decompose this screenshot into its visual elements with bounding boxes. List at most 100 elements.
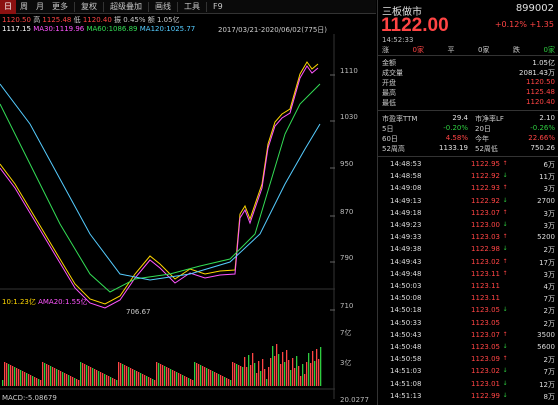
volume-bar	[42, 362, 44, 386]
volume-bar	[232, 362, 234, 386]
volume-bar	[26, 373, 28, 386]
volume-bar	[124, 365, 126, 386]
volume-bar	[80, 362, 82, 386]
toolbar-item-6[interactable]: 画线	[155, 1, 171, 11]
trade-row[interactable]: 14:49:33 1123.03 ↑ 5200	[390, 233, 555, 244]
kline-chart[interactable]: 706.67	[0, 34, 335, 399]
trade-row[interactable]: 14:49:48 1123.11 ↑ 3万	[390, 270, 555, 281]
volume-bar	[196, 363, 198, 386]
trade-size: 2万	[543, 307, 555, 316]
trade-row[interactable]: 14:49:43 1123.02 ↑ 17万	[390, 258, 555, 269]
volume-bar	[156, 362, 158, 386]
stat-label: 最低	[382, 99, 396, 107]
volume-bar	[272, 346, 274, 386]
volume-bar	[132, 369, 134, 386]
volume-bar	[204, 367, 206, 386]
trade-time: 14:49:48	[390, 269, 422, 278]
high-label: 高	[33, 16, 41, 24]
trade-row[interactable]: 14:49:13 1122.92 ↓ 2700	[390, 197, 555, 208]
up-arrow-icon: ↑	[502, 269, 508, 277]
metric-value: -0.26%	[530, 124, 555, 132]
amount-label: 额	[147, 16, 155, 24]
volume-bar	[178, 373, 180, 386]
volume-bar	[206, 368, 208, 386]
trade-row[interactable]: 14:51:13 1122.99 ↓ 8万	[390, 392, 555, 403]
trade-row[interactable]: 14:50:43 1123.07 ↑ 3500	[390, 331, 555, 342]
panel-divider	[378, 156, 558, 157]
toolbar-item-3[interactable]: 更多	[52, 1, 68, 11]
trade-row[interactable]: 14:51:03 1123.02 ↓ 7万	[390, 367, 555, 378]
toolbar-item-4[interactable]: 复权	[81, 1, 97, 11]
volume-bar	[230, 380, 232, 386]
trade-time: 14:50:18	[390, 306, 422, 315]
volume-bar	[246, 367, 248, 386]
amount-value: 1.05亿	[156, 16, 180, 24]
trade-size: 2万	[543, 319, 555, 328]
volume-bar	[308, 353, 310, 386]
trade-size: 5200	[537, 233, 555, 242]
toolbar-item-0[interactable]: 日	[0, 0, 16, 14]
volume-bar	[216, 373, 218, 386]
trade-row[interactable]: 14:50:58 1123.09 ↑ 2万	[390, 355, 555, 366]
price-line	[0, 61, 319, 305]
trade-time: 14:49:13	[390, 196, 422, 205]
volume-bar	[144, 375, 146, 386]
down-arrow-icon: ↓	[502, 196, 508, 204]
down-arrow-icon: ↓	[502, 379, 508, 387]
breadth-cell: 涨	[382, 46, 389, 54]
metric-label: 市净率LF	[475, 115, 504, 123]
amp-value: 0.45%	[123, 16, 146, 24]
volume-bar	[118, 362, 120, 386]
volume-bar	[150, 378, 152, 386]
trade-time: 14:48:58	[390, 172, 422, 181]
toolbar-separator	[103, 1, 104, 12]
volume-bar	[50, 366, 52, 386]
volume-bar	[74, 378, 76, 386]
volume-bar	[86, 365, 88, 386]
volume-bar	[238, 365, 240, 386]
down-arrow-icon	[500, 294, 510, 305]
trade-row[interactable]: 14:50:48 1123.05 ↓ 5600	[390, 343, 555, 354]
macd-axis-top: 20.0277	[340, 396, 369, 404]
trade-row[interactable]: 14:50:33 1123.05 2万	[390, 319, 555, 330]
trade-row[interactable]: 14:48:58 1122.92 ↓ 11万	[390, 172, 555, 183]
volume-bar	[138, 372, 140, 386]
toolbar-item-2[interactable]: 月	[36, 1, 44, 11]
ma60-value: MA60:1086.89	[86, 25, 138, 33]
trade-time: 14:49:33	[390, 233, 422, 242]
volume-bar	[182, 375, 184, 386]
toolbar-item-1[interactable]: 周	[20, 1, 28, 11]
trade-row[interactable]: 14:49:08 1122.93 ↑ 3万	[390, 184, 555, 195]
volume-bar	[302, 364, 304, 386]
trade-time: 14:48:53	[390, 160, 422, 168]
ma120-value: MA120:1025.77	[139, 25, 196, 33]
trade-row[interactable]: 14:49:23 1123.00 ↓ 3万	[390, 221, 555, 232]
volume-bar	[224, 377, 226, 386]
down-arrow-icon	[500, 282, 510, 293]
volume-bar	[282, 352, 284, 386]
metric-label: 今年	[475, 135, 489, 143]
trade-row[interactable]: 14:51:08 1123.01 ↓ 12万	[390, 380, 555, 391]
metric-value: 2.10	[539, 114, 555, 122]
metric-value: 750.26	[530, 144, 556, 152]
trade-size: 3万	[543, 209, 555, 218]
volume-bar	[128, 367, 130, 386]
toolbar-item-5[interactable]: 超级叠加	[110, 1, 142, 11]
up-arrow-icon: ↑	[502, 184, 508, 192]
volume-bar	[12, 366, 14, 386]
volume-bar	[166, 367, 168, 386]
trade-row[interactable]: 14:50:03 1123.11 4万	[390, 282, 555, 293]
toolbar-item-7[interactable]: 工具	[184, 1, 200, 11]
trade-row[interactable]: 14:50:18 1123.05 ↓ 2万	[390, 306, 555, 317]
volume-bar	[46, 364, 48, 386]
trade-row[interactable]: 14:49:18 1123.07 ↑ 3万	[390, 209, 555, 220]
trade-row[interactable]: 14:49:38 1122.98 ↓ 2万	[390, 245, 555, 256]
trade-size: 3万	[543, 185, 555, 194]
date-range: 2017/03/21-2020/06/02(775日)	[218, 26, 328, 34]
trade-size: 5600	[537, 343, 555, 351]
volume-bar	[90, 367, 92, 386]
toolbar-item-8[interactable]: F9	[213, 1, 223, 11]
metric-row: 52周高 1133.19 52周低 750.26	[382, 144, 555, 154]
trade-row[interactable]: 14:50:08 1123.11 7万	[390, 294, 555, 305]
trade-row[interactable]: 14:48:53 1122.95 ↑ 6万	[390, 160, 555, 171]
